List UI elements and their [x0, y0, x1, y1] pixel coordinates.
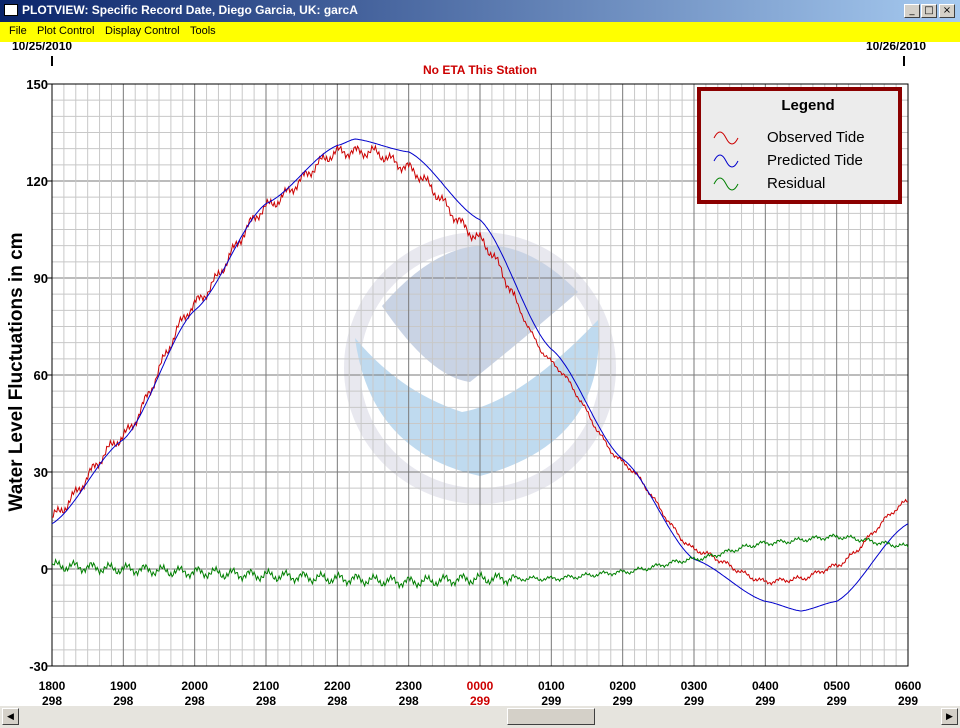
x-tick-time-label: 0500	[823, 679, 850, 693]
x-tick-day-label: 299	[898, 694, 918, 706]
x-tick-day-label: 298	[256, 694, 276, 706]
legend-item-predicted: Predicted Tide	[767, 152, 863, 169]
x-tick-day-label: 299	[684, 694, 704, 706]
x-tick-time-label: 0100	[538, 679, 565, 693]
x-tick-time-label: 0200	[609, 679, 636, 693]
series-line-predicted	[51, 138, 909, 612]
x-tick-time-label: 2300	[395, 679, 422, 693]
plot-area: -30 0 30 60 90 120 150 1800 298 1900 298 2000 298 21…	[0, 42, 960, 706]
legend-item-observed: Observed Tide	[767, 129, 865, 146]
eta-notice: No ETA This Station	[423, 63, 537, 77]
start-date-label: 10/25/2010	[12, 42, 72, 53]
chart-grid	[51, 83, 909, 667]
menu-plot-control[interactable]: Plot Control	[37, 25, 95, 37]
x-tick-time-label: 0300	[681, 679, 708, 693]
y-tick-label: 60	[34, 368, 48, 383]
app-icon	[4, 4, 18, 16]
y-axis-title: Water Level Fluctuations in cm	[6, 232, 27, 511]
x-tick-day-label: 299	[613, 694, 633, 706]
x-tick-day-label: 299	[541, 694, 561, 706]
y-axis: -30 0 30 60 90 120 150	[26, 77, 52, 674]
series-line-residual	[51, 533, 909, 590]
scrollbar-thumb[interactable]	[507, 708, 595, 725]
legend-swatch-predicted	[713, 154, 739, 168]
legend-swatch-observed	[713, 131, 739, 145]
window-title: PLOTVIEW: Specific Record Date, Diego Ga…	[22, 3, 358, 17]
menu-display-control[interactable]: Display Control	[105, 25, 180, 37]
horizontal-scrollbar[interactable]: ◀ ▶	[0, 706, 960, 728]
x-tick-day-label: 299	[470, 694, 490, 706]
x-tick-time-label: 2000	[181, 679, 208, 693]
y-tick-label: -30	[29, 659, 48, 674]
x-axis: 1800298190029820002982100298220029823002…	[39, 679, 922, 706]
y-tick-label: 30	[34, 465, 48, 480]
window-titlebar: PLOTVIEW: Specific Record Date, Diego Ga…	[0, 0, 960, 22]
legend-item-residual: Residual	[767, 175, 825, 192]
x-tick-day-label: 298	[113, 694, 133, 706]
x-tick-time-label: 1800	[39, 679, 66, 693]
x-tick-day-label: 299	[755, 694, 775, 706]
x-tick-time-label: 0000	[467, 679, 494, 693]
x-tick-day-label: 298	[42, 694, 62, 706]
x-tick-time-label: 2100	[253, 679, 280, 693]
close-icon[interactable]: ×	[939, 4, 955, 18]
series-line-observed	[51, 143, 909, 586]
menubar: File Plot Control Display Control Tools	[0, 22, 960, 42]
legend-swatch-residual	[713, 177, 739, 191]
y-tick-label: 90	[34, 271, 48, 286]
y-tick-label: 120	[26, 174, 48, 189]
legend-title: Legend	[781, 97, 834, 114]
x-tick-time-label: 0600	[895, 679, 922, 693]
minimize-icon[interactable]: _	[904, 4, 920, 18]
series-lines	[51, 138, 909, 612]
x-tick-time-label: 0400	[752, 679, 779, 693]
legend-box	[697, 87, 902, 204]
arrow-right-icon[interactable]: ▶	[941, 708, 958, 725]
y-tick-label: 150	[26, 77, 48, 92]
x-tick-day-label: 299	[827, 694, 847, 706]
maximize-icon[interactable]: □	[921, 4, 937, 18]
x-tick-day-label: 298	[185, 694, 205, 706]
menu-file[interactable]: File	[9, 25, 27, 37]
x-tick-day-label: 298	[327, 694, 347, 706]
x-tick-time-label: 2200	[324, 679, 351, 693]
x-tick-time-label: 1900	[110, 679, 137, 693]
menu-tools[interactable]: Tools	[190, 25, 216, 37]
x-tick-day-label: 298	[399, 694, 419, 706]
legend: Legend Observed Tide Predicted Tide Resi…	[697, 87, 902, 204]
y-tick-label: 0	[41, 562, 48, 577]
end-date-label: 10/26/2010	[866, 42, 926, 53]
arrow-left-icon[interactable]: ◀	[2, 708, 19, 725]
